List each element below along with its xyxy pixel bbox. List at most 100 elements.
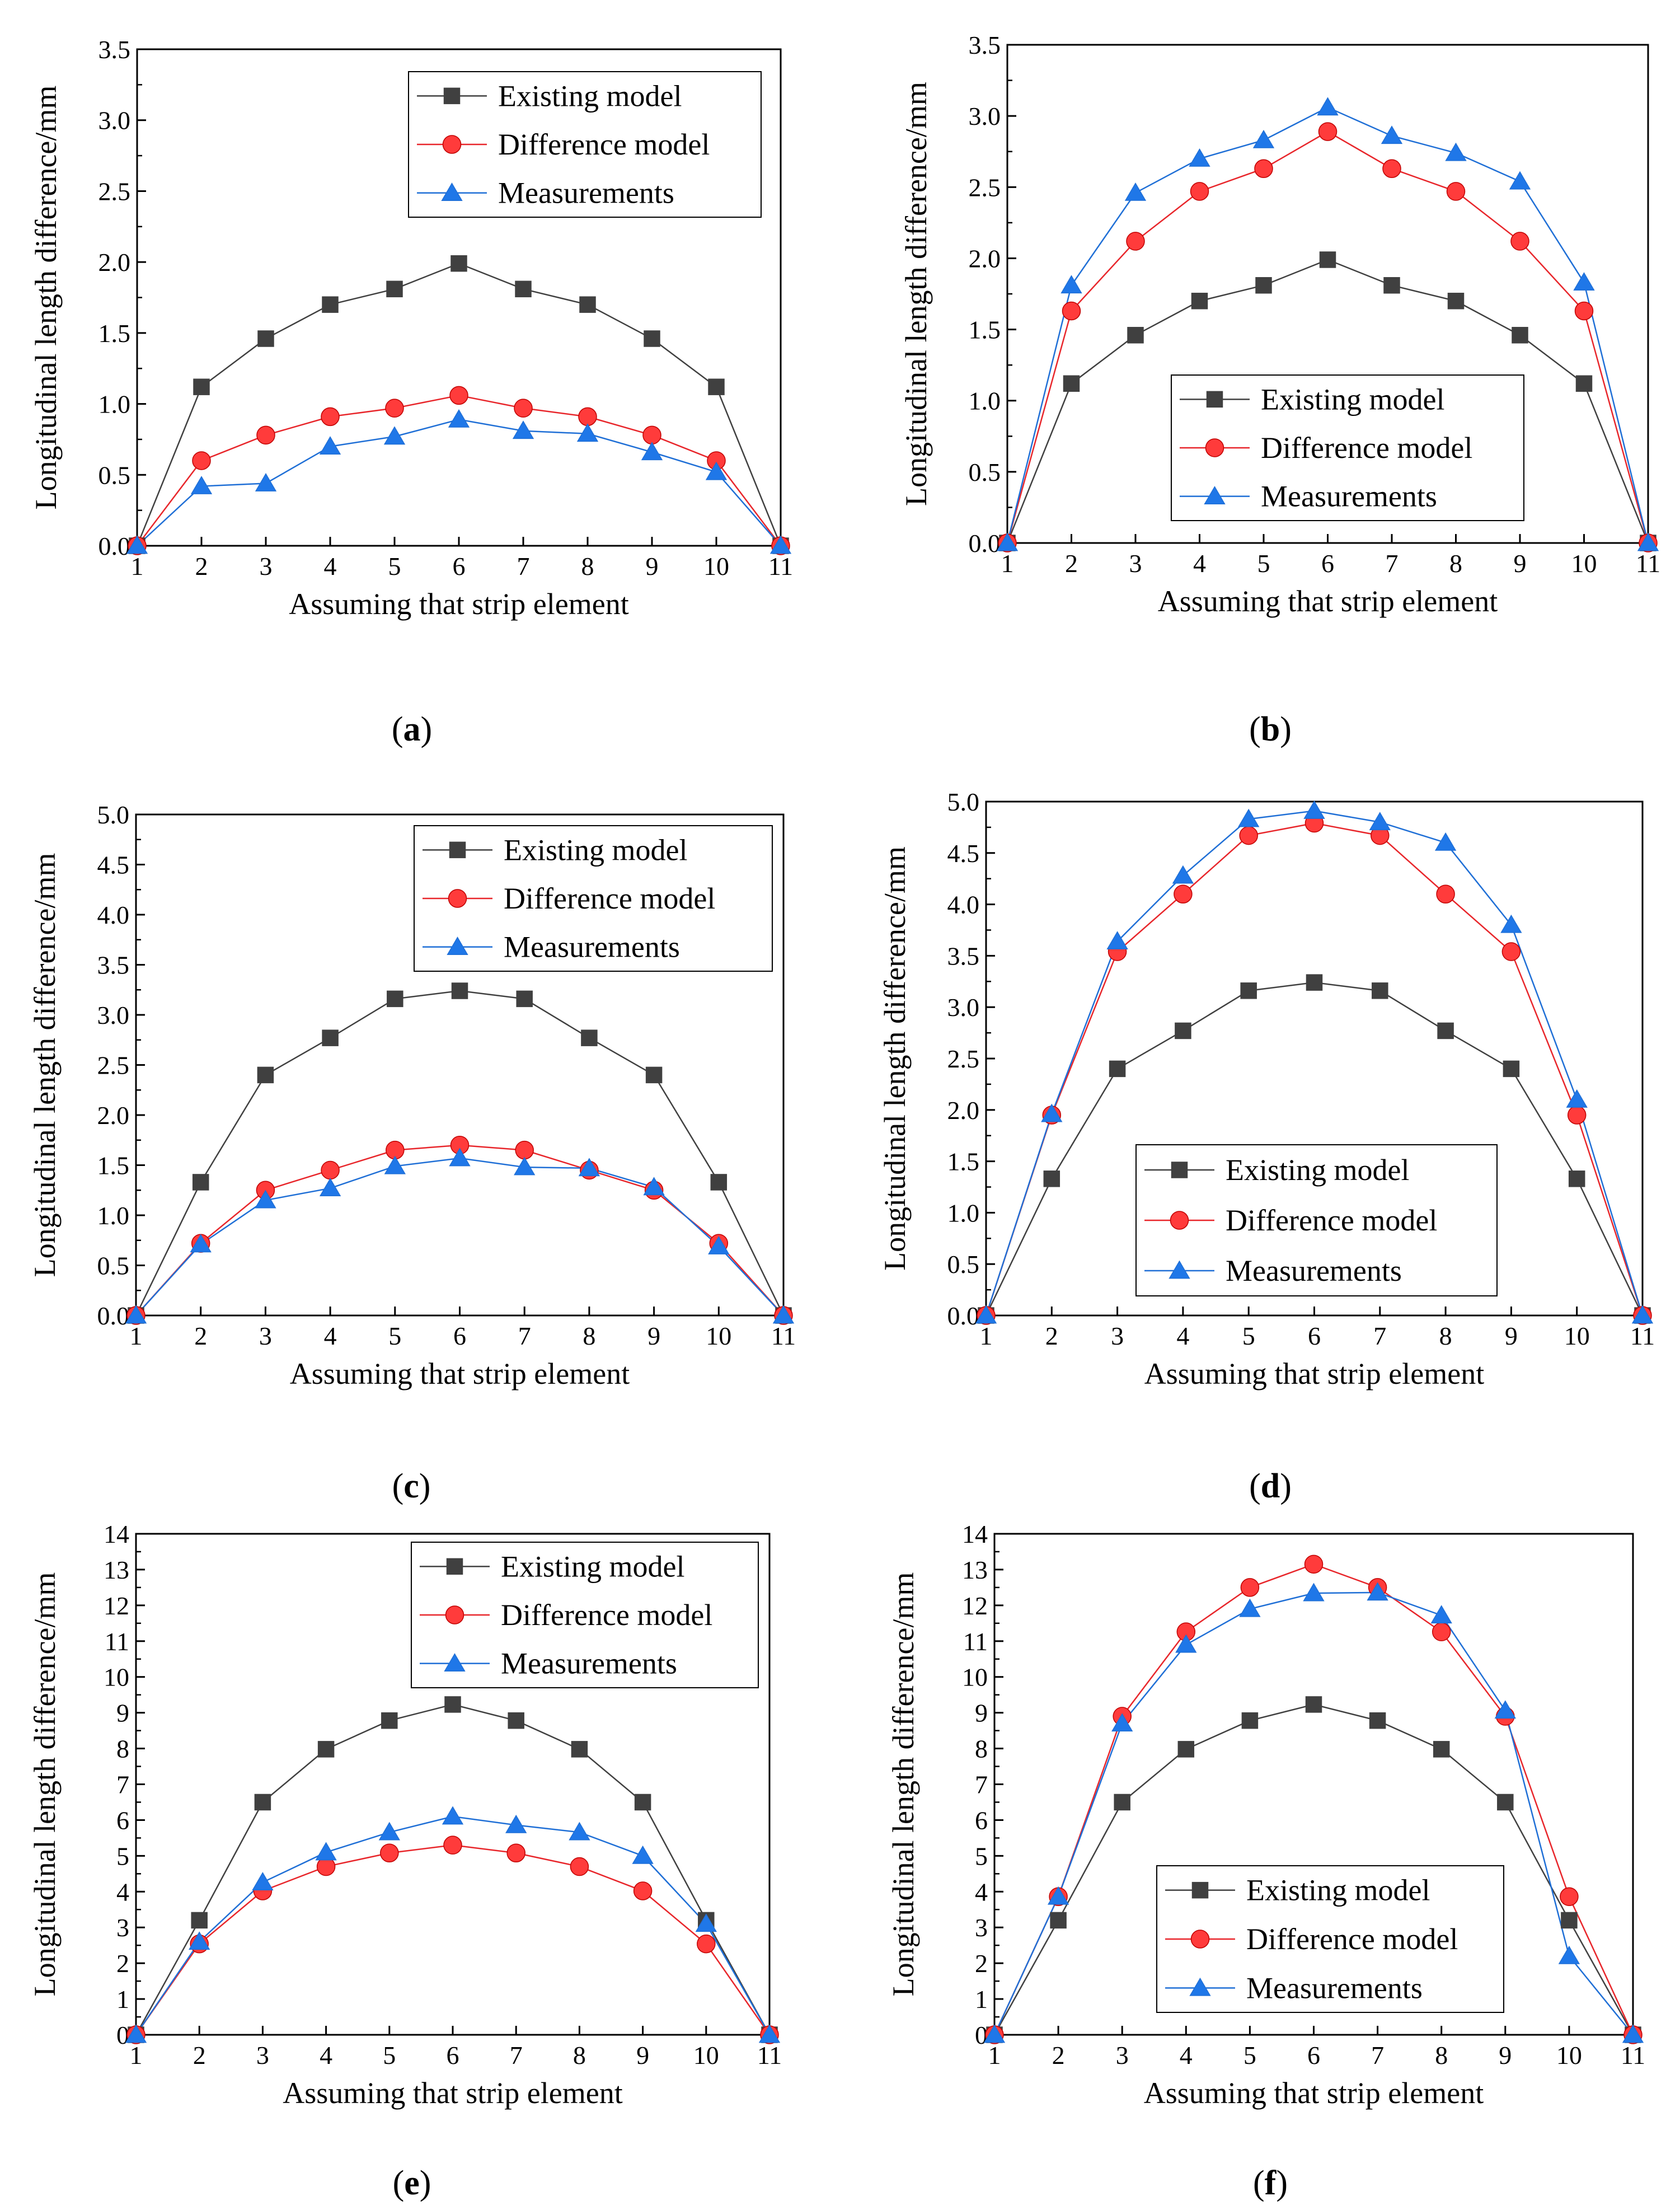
data-point (1436, 884, 1455, 903)
data-point (1106, 931, 1128, 950)
data-point (1303, 800, 1325, 819)
data-point (1568, 1170, 1585, 1187)
data-point (569, 1822, 590, 1841)
data-point (578, 1158, 600, 1177)
y-tick-label: 9 (975, 1699, 988, 1727)
data-point (1382, 159, 1401, 178)
x-tick-label: 4 (324, 552, 337, 580)
y-tick-label: 1 (975, 1985, 988, 2014)
data-point (697, 1934, 716, 1954)
y-tick-label: 1.0 (98, 390, 131, 419)
data-point (451, 982, 468, 999)
data-point (505, 1814, 527, 1833)
data-point (1446, 182, 1466, 201)
data-point (315, 1842, 337, 1861)
data-point (1575, 375, 1593, 392)
x-tick-label: 1 (130, 1322, 143, 1350)
data-point (1367, 1582, 1388, 1601)
legend-label: Existing model (504, 833, 687, 867)
data-point (1430, 1605, 1452, 1624)
data-point (1434, 832, 1457, 851)
data-point (643, 1177, 665, 1196)
x-tick-label: 9 (1514, 549, 1527, 578)
data-point (1124, 182, 1147, 201)
chart-panel-c: 0.0 0.5 1.0 1.5 2.0 2.5 3.0 3.5 4.0 4.5 5.0 1 2 3 4 5 6 7… (28, 800, 796, 1505)
data-point (322, 296, 339, 313)
data-point (125, 1305, 147, 1324)
y-tick-label: 2.0 (969, 244, 1001, 273)
legend-marker (444, 1653, 466, 1672)
x-tick-label: 5 (1243, 2041, 1256, 2069)
data-point (191, 1912, 208, 1929)
legend-label: Existing model (1246, 1874, 1430, 1907)
data-point (193, 378, 210, 395)
data-point (380, 1843, 399, 1862)
y-tick-label: 0.0 (969, 529, 1001, 558)
data-point (316, 1857, 336, 1876)
legend: Existing model Difference model Measuremen… (414, 825, 773, 972)
y-tick-label: 12 (962, 1591, 988, 1620)
series-line-existing-model (135, 1703, 771, 2035)
legend: Existing model Difference model Measuremen… (1135, 1144, 1498, 1296)
y-tick-label: 11 (963, 1627, 988, 1656)
data-point (319, 1178, 341, 1197)
data-point (257, 330, 274, 347)
data-point (1254, 159, 1273, 178)
y-tick-label: 0.5 (98, 461, 131, 489)
data-point (516, 990, 533, 1008)
data-point (571, 1741, 588, 1758)
data-point (1050, 1912, 1067, 1929)
data-point (385, 399, 404, 418)
data-point (1561, 1912, 1578, 1929)
legend-marker (448, 889, 467, 908)
y-tick-label: 4 (116, 1877, 129, 1906)
x-tick-label: 6 (1321, 549, 1334, 578)
y-tick-label: 0.5 (969, 458, 1001, 486)
y-tick-label: 3.5 (969, 31, 1001, 59)
legend-marker (445, 1605, 464, 1624)
x-tick-label: 8 (583, 1322, 595, 1350)
y-tick-label: 2.0 (98, 248, 131, 277)
y-tick-label: 8 (975, 1735, 988, 1763)
x-tick-label: 10 (1556, 2041, 1582, 2069)
x-tick-label: 5 (388, 1322, 401, 1350)
data-point (708, 1236, 730, 1254)
x-tick-label: 5 (1242, 1322, 1255, 1350)
data-point (1062, 301, 1081, 321)
panel-label: (a) (392, 710, 432, 748)
data-point (254, 1794, 271, 1811)
legend: Existing model Difference model Measuremen… (411, 1542, 759, 1688)
legend-label: Difference model (498, 128, 710, 161)
chart-panel-b: 0.0 0.5 1.0 1.5 2.0 2.5 3.0 3.5 1 2 3 4 5 6 7 8 9 10 11 Ass… (899, 31, 1660, 748)
x-tick-label: 7 (510, 2041, 523, 2069)
data-point (321, 407, 340, 427)
data-point (255, 1190, 276, 1209)
y-tick-label: 0.0 (97, 1301, 130, 1330)
data-point (1574, 301, 1594, 321)
x-tick-label: 8 (573, 2041, 586, 2069)
data-point (1304, 1555, 1324, 1574)
data-point (1432, 1622, 1451, 1641)
data-point (1239, 1598, 1261, 1617)
x-tick-label: 6 (447, 2041, 459, 2069)
data-point (1239, 826, 1258, 845)
data-point (1560, 1887, 1579, 1906)
data-point (1501, 942, 1521, 961)
data-point (996, 532, 1019, 551)
y-axis-title: Longitudinal length difference/mm (878, 846, 912, 1271)
x-tick-label: 2 (1045, 1322, 1058, 1350)
panel-label: (f) (1253, 2164, 1288, 2202)
data-point (506, 1843, 525, 1862)
data-point (632, 1845, 654, 1864)
y-axis-title: Longitudinal length difference/mm (28, 853, 62, 1277)
legend-label: Measurements (1226, 1254, 1402, 1287)
data-point (1041, 1103, 1063, 1122)
data-point (1047, 1886, 1069, 1905)
x-tick-label: 8 (581, 552, 594, 580)
x-tick-label: 6 (453, 1322, 466, 1350)
data-point (710, 1174, 728, 1191)
x-tick-label: 4 (324, 1322, 337, 1350)
legend: Existing model Difference model Measuremen… (1171, 374, 1524, 521)
data-point (695, 1913, 717, 1932)
